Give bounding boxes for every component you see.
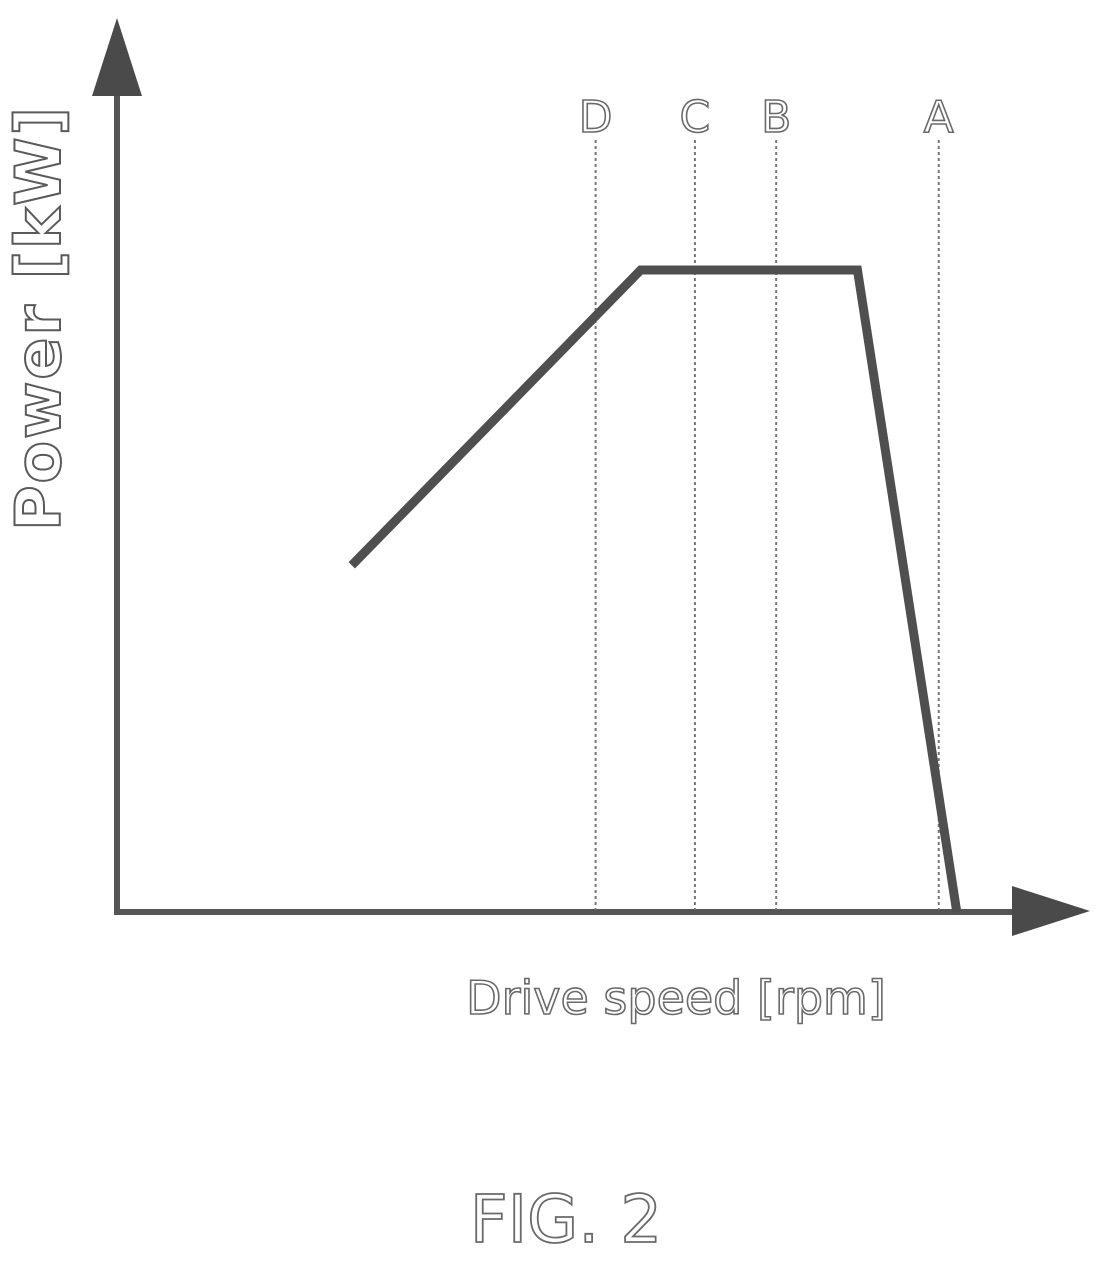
y-axis-title: Power [kW] xyxy=(2,105,75,531)
reference-label-a: A xyxy=(924,92,954,143)
reference-label-d: D xyxy=(579,92,613,143)
reference-lines xyxy=(594,140,940,910)
x-axis-arrow-icon xyxy=(1012,886,1090,936)
reference-label-c: C xyxy=(680,92,711,143)
reference-label-b: B xyxy=(761,92,791,143)
power-curve xyxy=(348,265,962,913)
series-layer xyxy=(348,265,962,913)
figure-caption: FIG. 2 xyxy=(470,1181,663,1258)
y-axis-arrow-icon xyxy=(92,18,142,96)
x-axis-title: Drive speed [rpm] xyxy=(466,971,886,1025)
